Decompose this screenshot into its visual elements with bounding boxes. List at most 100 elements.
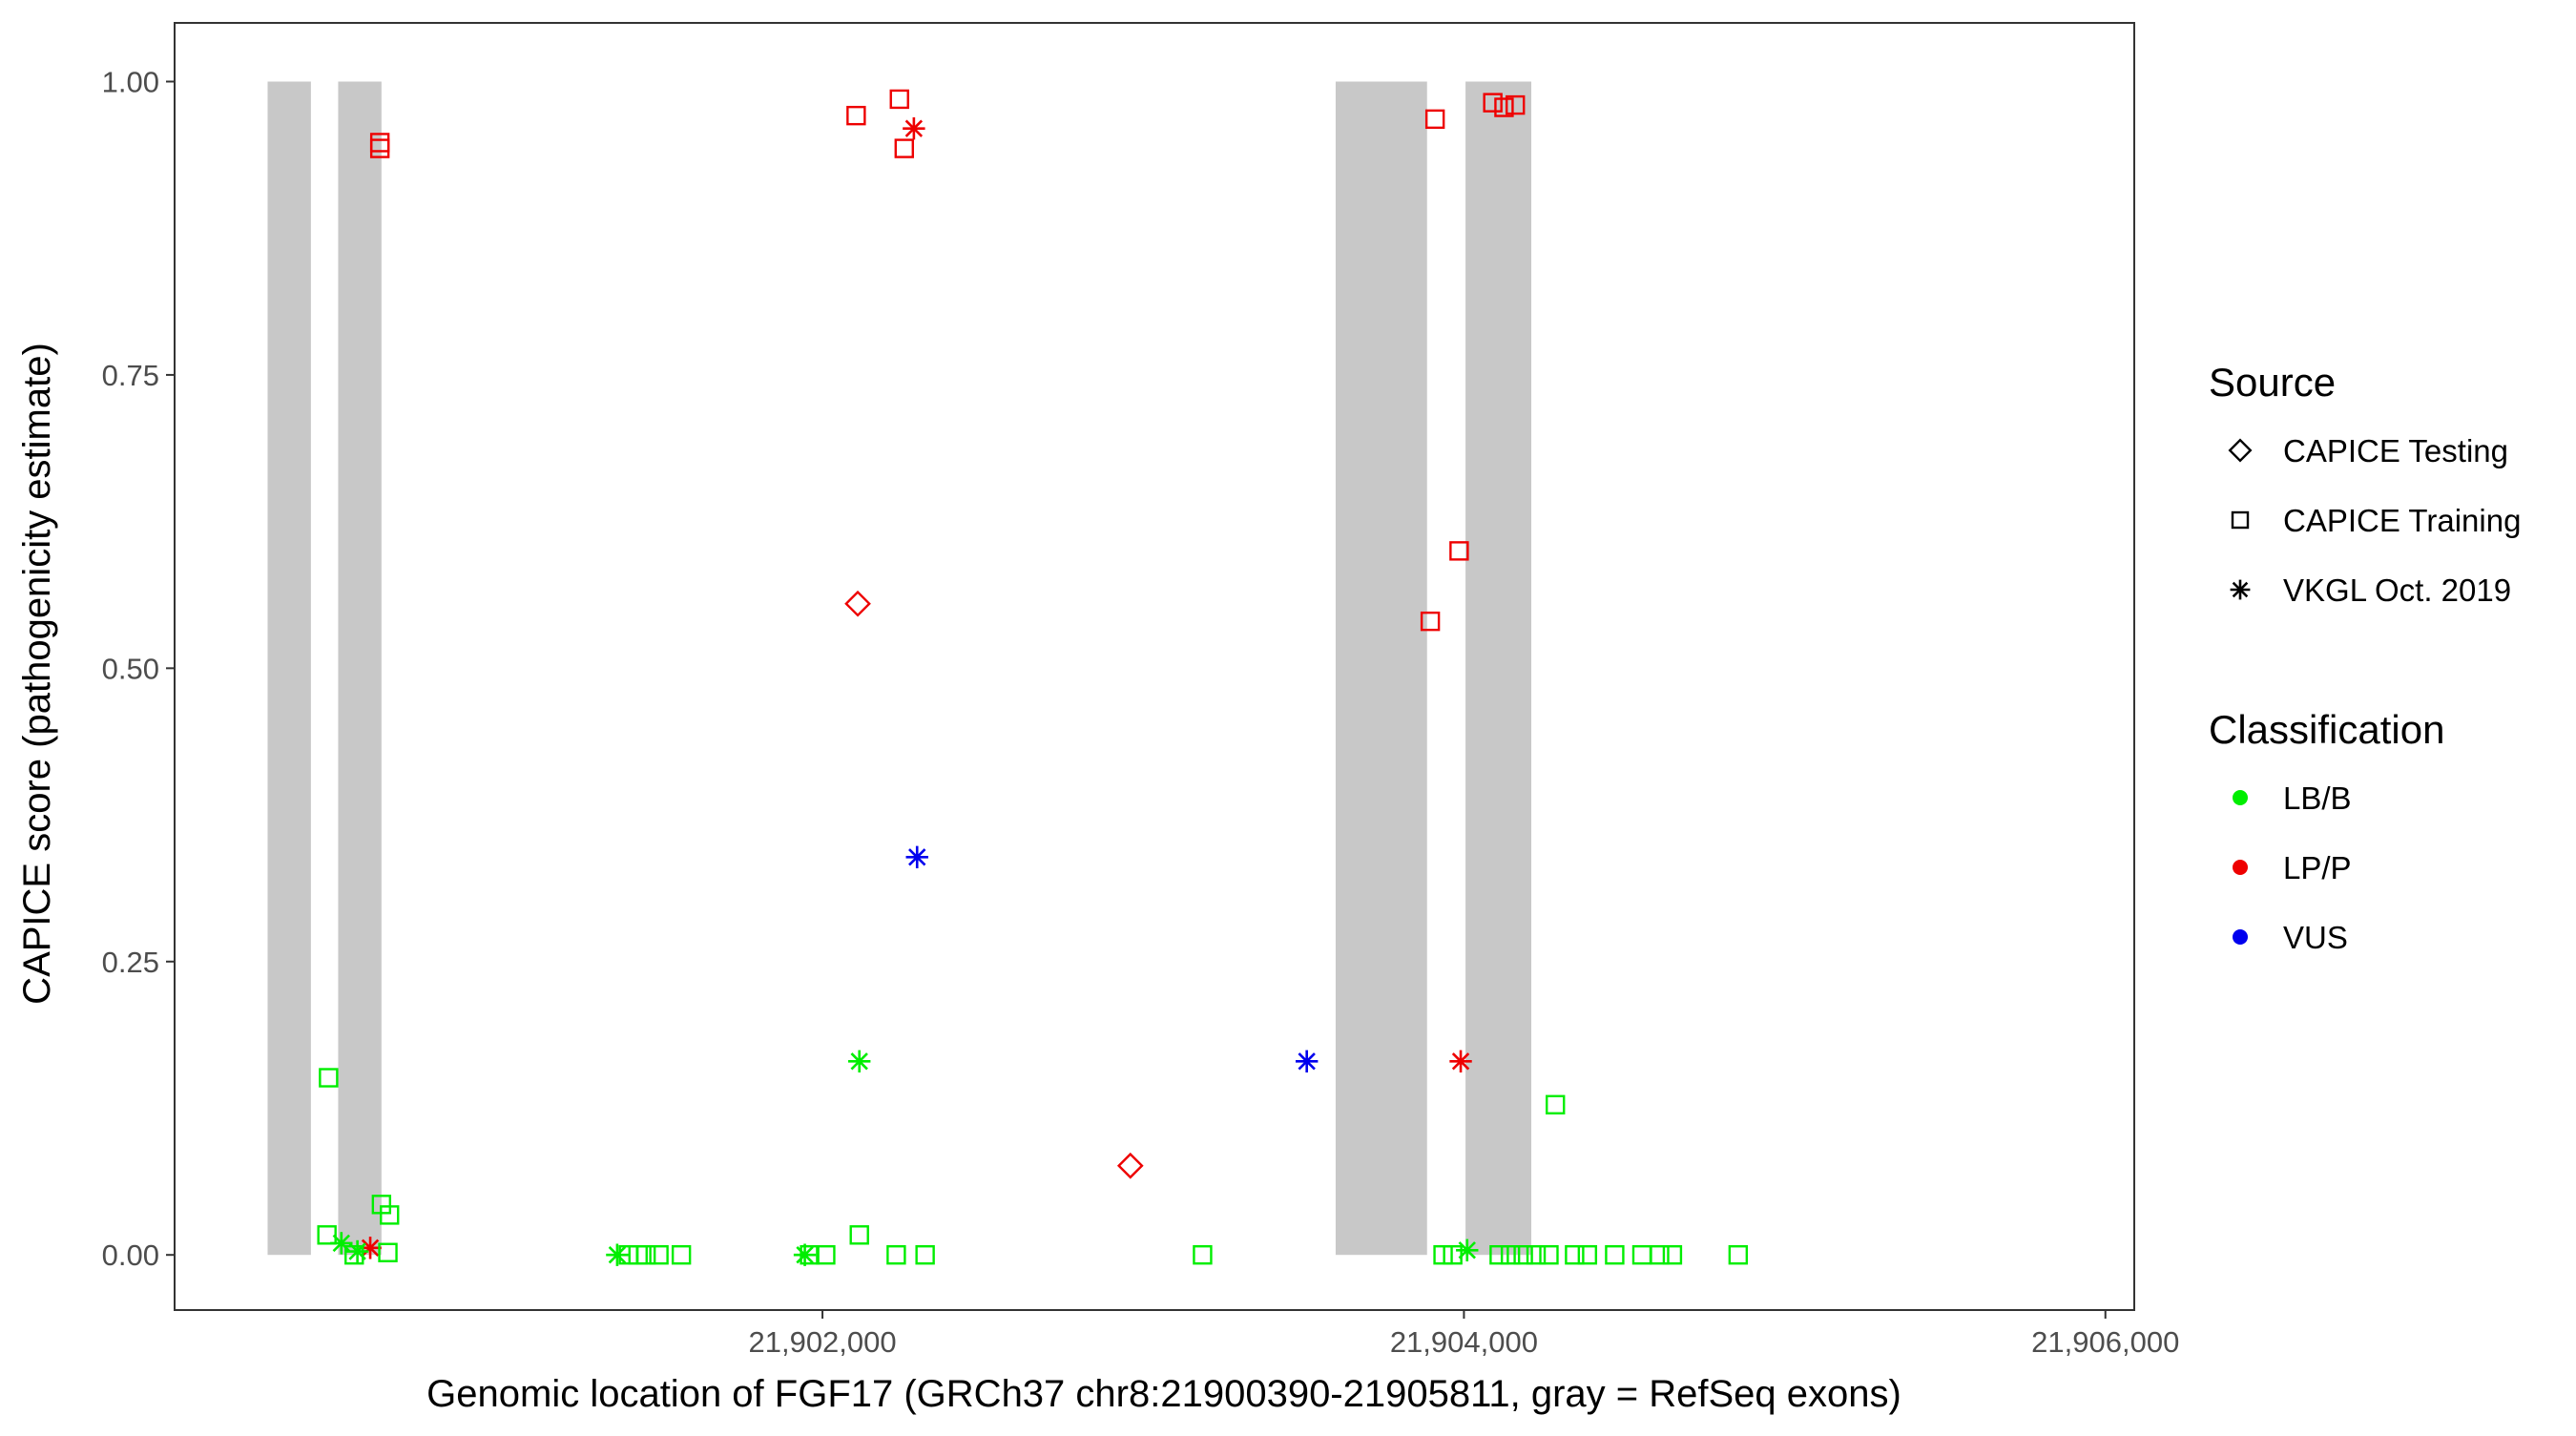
data-point: [1526, 1245, 1547, 1265]
data-point: [1424, 109, 1445, 130]
asterisk-stroke: [1451, 1052, 1470, 1071]
legend-source-items: CAPICE Testing CAPICE Training VKGL Oct. 2…: [2228, 433, 2521, 608]
data-point: [848, 1050, 871, 1072]
legend-color-dot: [2233, 790, 2248, 805]
square-marker: [1443, 1245, 1463, 1265]
legend-item-label: VUS: [2283, 920, 2348, 955]
asterisk-stroke: [361, 1238, 380, 1258]
legend-title-source: Source: [2209, 360, 2336, 405]
square-marker: [1513, 1245, 1533, 1265]
square-marker: [369, 138, 390, 158]
exon-band: [267, 81, 311, 1256]
square-marker: [380, 1205, 400, 1225]
legend-color-dot: [2233, 860, 2248, 875]
exon-bands: [267, 81, 1531, 1256]
square-marker: [1728, 1245, 1749, 1265]
legend-item-source: VKGL Oct. 2019: [2230, 572, 2511, 608]
square-marker: [886, 1245, 906, 1265]
data-point: [1443, 1245, 1463, 1265]
square-marker: [649, 1245, 669, 1265]
exon-band: [338, 81, 382, 1256]
square-marker: [319, 1068, 339, 1088]
data-point: [1505, 94, 1526, 115]
square-marker: [1483, 93, 1503, 113]
data-point: [1662, 1245, 1683, 1265]
square-marker: [846, 105, 866, 126]
square-marker: [816, 1245, 836, 1265]
data-point: [1116, 1152, 1144, 1179]
data-point: [816, 1245, 836, 1265]
asterisk-stroke: [1298, 1052, 1316, 1071]
data-point: [1483, 93, 1503, 113]
diamond-marker: [1116, 1152, 1144, 1179]
square-marker: [378, 1242, 398, 1262]
data-point: [319, 1068, 339, 1088]
legend-item-label: CAPICE Testing: [2283, 433, 2508, 468]
data-point: [1193, 1245, 1213, 1265]
plot-border: [174, 22, 2135, 1311]
asterisk-stroke: [796, 1246, 814, 1264]
square-marker: [1500, 1245, 1521, 1265]
exon-band: [1335, 81, 1427, 1256]
square-marker: [1539, 1245, 1559, 1265]
data-point: [1489, 1245, 1509, 1265]
data-point: [1494, 97, 1514, 117]
legend-title-classification: Classification: [2209, 707, 2444, 752]
data-point: [1565, 1245, 1585, 1265]
square-marker: [1546, 1094, 1566, 1114]
data-point: [378, 1242, 398, 1262]
square-marker: [1193, 1245, 1213, 1265]
data-point: [894, 138, 914, 158]
square-marker: [915, 1245, 935, 1265]
square-marker: [889, 89, 909, 110]
square-marker: [2231, 510, 2250, 530]
legend-item-classification: LB/B: [2233, 780, 2352, 816]
asterisk-stroke: [2232, 581, 2249, 598]
data-point: [369, 138, 390, 158]
legend-item-label: LB/B: [2283, 780, 2352, 816]
y-axis-label: CAPICE score (pathogenicity estimate): [16, 343, 58, 1005]
square-marker: [1494, 97, 1514, 117]
data-point: [649, 1245, 669, 1265]
y-tick-label: 1.00: [102, 65, 159, 98]
square-marker: [671, 1245, 692, 1265]
data-point: [1577, 1245, 1598, 1265]
data-point: [671, 1245, 692, 1265]
y-tick-label: 0.50: [102, 652, 159, 685]
data-point: [846, 105, 866, 126]
data-point: [1728, 1245, 1749, 1265]
square-marker: [1605, 1245, 1625, 1265]
asterisk-stroke: [608, 1246, 627, 1264]
legend-item-classification: VUS: [2233, 920, 2348, 955]
diamond-marker: [844, 590, 871, 617]
axes: 0.00 0.25 0.50 0.75 1.00 21,902,000 21,904,000…: [102, 65, 2180, 1359]
data-point: [1449, 1050, 1472, 1072]
square-marker: [1650, 1245, 1670, 1265]
legend-item-label: CAPICE Training: [2283, 503, 2521, 538]
data-point: [905, 845, 928, 869]
square-marker: [635, 1245, 656, 1265]
data-point: [635, 1245, 656, 1265]
square-marker: [1526, 1245, 1547, 1265]
square-marker: [1565, 1245, 1585, 1265]
legend-item-source: CAPICE Testing: [2228, 433, 2508, 468]
square-marker: [1662, 1245, 1683, 1265]
data-point: [793, 1243, 817, 1266]
data-point: [317, 1225, 337, 1245]
data-point: [915, 1245, 935, 1265]
diamond-marker: [2228, 438, 2253, 463]
square-marker: [1420, 611, 1441, 632]
legend-classification-items: LB/B LP/P VUS: [2233, 780, 2352, 955]
square-marker: [1449, 541, 1469, 561]
data-point: [345, 1239, 369, 1263]
data-point: [886, 1245, 906, 1265]
x-tick-label: 21,904,000: [1390, 1325, 1538, 1359]
square-marker: [344, 1245, 364, 1265]
square-marker: [1505, 94, 1526, 115]
data-point: [1295, 1050, 1319, 1072]
data-point: [344, 1245, 364, 1265]
square-marker: [1424, 109, 1445, 130]
exon-band: [1465, 81, 1531, 1256]
